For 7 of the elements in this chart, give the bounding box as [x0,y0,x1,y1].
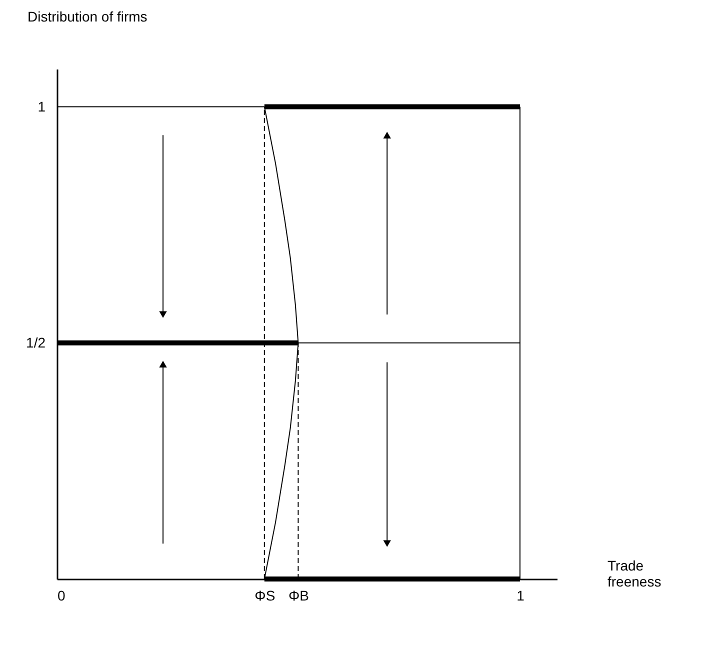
x-axis-title: Trade freeness [608,558,662,590]
y-axis-title: Distribution of firms [28,8,148,24]
x-tick-label: ΦB [288,588,309,604]
x-tick-label: 1 [516,588,525,604]
x-tick-label: 0 [58,588,66,604]
x-tick-label: ΦS [254,588,276,604]
y-tick-label: 1/2 [26,334,46,350]
